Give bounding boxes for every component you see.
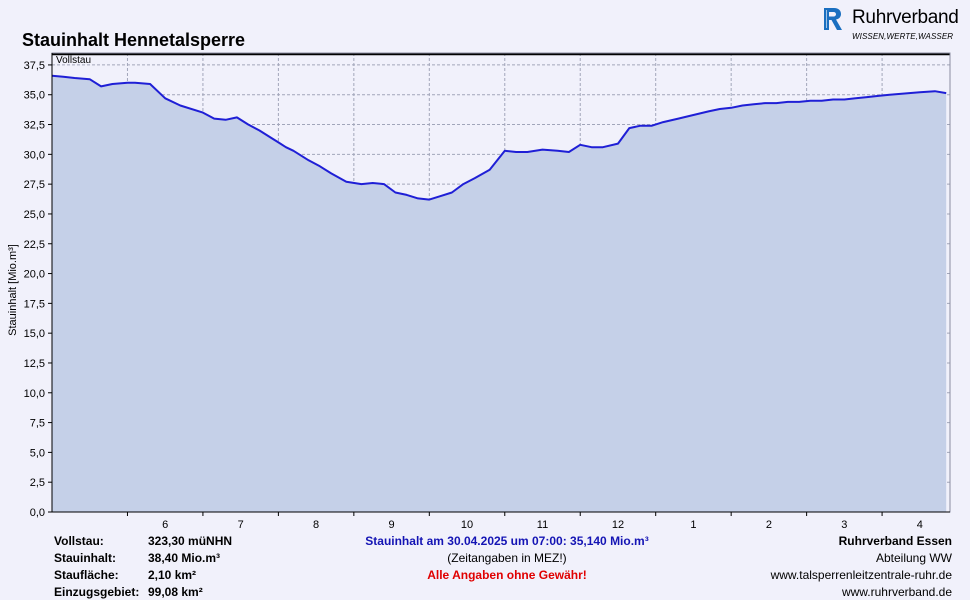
- x-tick-label: 9: [389, 519, 395, 530]
- y-tick-label: 10,0: [24, 388, 45, 400]
- x-tick-label: 2: [766, 519, 772, 530]
- stauinhalt-label: Stauinhalt:: [54, 551, 116, 565]
- einzugsgebiet-value: 99,08 km²: [148, 585, 203, 599]
- y-tick-label: 27,5: [24, 179, 45, 191]
- x-tick-label: 3: [841, 519, 847, 530]
- y-tick-label: 20,0: [24, 269, 45, 281]
- x-tick-label: 12: [612, 519, 624, 530]
- stauflaeche-value: 2,10 km²: [148, 568, 197, 582]
- link-talsperrenleitzentrale[interactable]: www.talsperrenleitzentrale-ruhr.de: [770, 568, 952, 582]
- timezone-note: (Zeitangaben in MEZ!): [447, 551, 567, 565]
- ruhrverband-logo: Ruhrverband WISSEN,WERTE,WASSER: [822, 6, 962, 46]
- y-tick-label: 17,5: [24, 298, 45, 310]
- y-tick-label: 12,5: [24, 358, 45, 370]
- logo-name: Ruhrverband: [852, 7, 959, 28]
- y-axis-label: Stauinhalt [Mio.m³]: [7, 244, 19, 336]
- x-tick-label: 4: [917, 519, 923, 530]
- chart-axes: [51, 52, 951, 513]
- y-tick-label: 35,0: [24, 90, 45, 102]
- y-tick-label: 7,5: [30, 418, 45, 430]
- x-tick-label: 7: [238, 519, 244, 530]
- x-tick-label: 10: [461, 519, 473, 530]
- y-axis-ticks: 0,0 2,5 5,0 7,5 10,0 12,5 15,0 17,5 20,0 22,5 25,0…: [24, 60, 52, 519]
- x-tick-label: 6: [162, 519, 168, 530]
- page-title: Stauinhalt Hennetalsperre: [22, 30, 246, 50]
- y-tick-label: 2,5: [30, 477, 45, 489]
- storage-series-line: [51, 74, 947, 201]
- y-tick-label: 22,5: [24, 239, 45, 251]
- einzugsgebiet-label: Einzugsgebiet:: [54, 585, 140, 599]
- link-ruhrverband[interactable]: www.ruhrverband.de: [841, 585, 952, 599]
- storage-area-fill: [52, 75, 947, 512]
- x-tick-label: 11: [537, 519, 548, 530]
- y-tick-label: 25,0: [24, 209, 45, 221]
- storage-chart: Vollstau 0,02,55,07,510,012,515,017,520,…: [7, 52, 951, 530]
- org-department: Abteilung WW: [875, 551, 952, 565]
- org-name: Ruhrverband Essen: [838, 534, 952, 548]
- y-tick-label: 15,0: [24, 328, 45, 340]
- disclaimer-warning: Alle Angaben ohne Gewähr!: [427, 568, 587, 582]
- y-tick-label: 32,5: [24, 120, 45, 132]
- ruhrverband-logo-icon: [824, 8, 842, 30]
- vollstau-reference-label: Vollstau: [56, 55, 91, 66]
- x-tick-label: 8: [313, 519, 319, 530]
- y-tick-label: 0,0: [30, 507, 45, 519]
- stauinhalt-value: 38,40 Mio.m³: [148, 551, 221, 565]
- stauflaeche-label: Staufläche:: [54, 568, 119, 582]
- logo-tagline: WISSEN,WERTE,WASSER: [852, 32, 954, 41]
- y-tick-label: 5,0: [30, 447, 45, 459]
- x-axis-ticks: 6 7 8 9 10 11 12 1 2 3 4: [126, 512, 923, 530]
- chart-area-layer: Vollstau: [51, 53, 950, 512]
- vollstau-label: Vollstau:: [54, 534, 104, 548]
- y-tick-label: 30,0: [24, 149, 45, 161]
- y-tick-label: 37,5: [24, 60, 45, 72]
- x-tick-label: 1: [690, 519, 696, 530]
- vollstau-value: 323,30 müNHN: [148, 534, 233, 548]
- current-storage-status: Stauinhalt am 30.04.2025 um 07:00: 35,14…: [365, 534, 649, 548]
